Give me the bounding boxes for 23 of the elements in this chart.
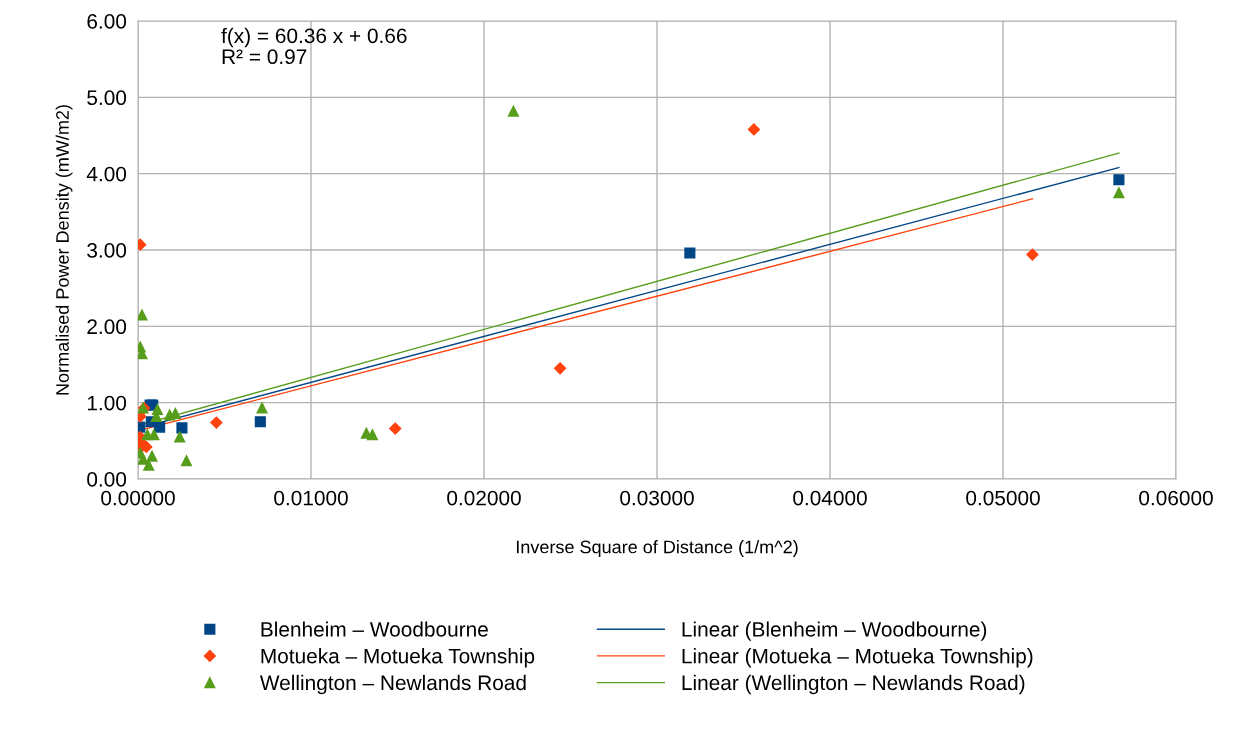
y-tick-label: 0.00 — [87, 472, 127, 487]
y-tick-label: 6.00 — [87, 14, 127, 29]
x-tick-label: 0.06000 — [1139, 490, 1213, 506]
x-tick-label: 0.02000 — [447, 490, 521, 506]
legend-label: Blenheim – Woodbourne — [261, 621, 488, 637]
x-axis-title: Inverse Square of Distance (1/m^2) — [516, 540, 798, 557]
annotation: f(x) = 60.36 x + 0.66 R² = 0.97 — [221, 27, 407, 65]
y-axis-title: Normalised Power Density (mW/m2) — [55, 105, 73, 395]
legend-label: Linear (Motueka – Motueka Township) — [682, 648, 1033, 668]
x-tick-label: 0.00000 — [101, 490, 175, 506]
x-tick-label: 0.04000 — [793, 490, 867, 506]
legend-label: Motueka – Motueka Township — [261, 648, 535, 668]
y-tick-label: 4.00 — [86, 166, 127, 182]
x-tick-label: 0.01000 — [274, 490, 348, 506]
x-tick-label: 0.03000 — [620, 490, 694, 506]
legend-label: Linear (Wellington – Newlands Road) — [682, 674, 1025, 695]
legend-label: Linear (Blenheim – Woodbourne) — [682, 621, 987, 641]
y-tick-label: 5.00 — [87, 90, 127, 106]
y-tick-label: 1.00 — [87, 395, 127, 411]
y-tick-label: 3.00 — [87, 243, 127, 258]
legend-label: Wellington – Newlands Road — [259, 674, 526, 695]
y-tick-label: 2.00 — [87, 319, 127, 335]
x-tick-label: 0.05000 — [966, 490, 1040, 506]
